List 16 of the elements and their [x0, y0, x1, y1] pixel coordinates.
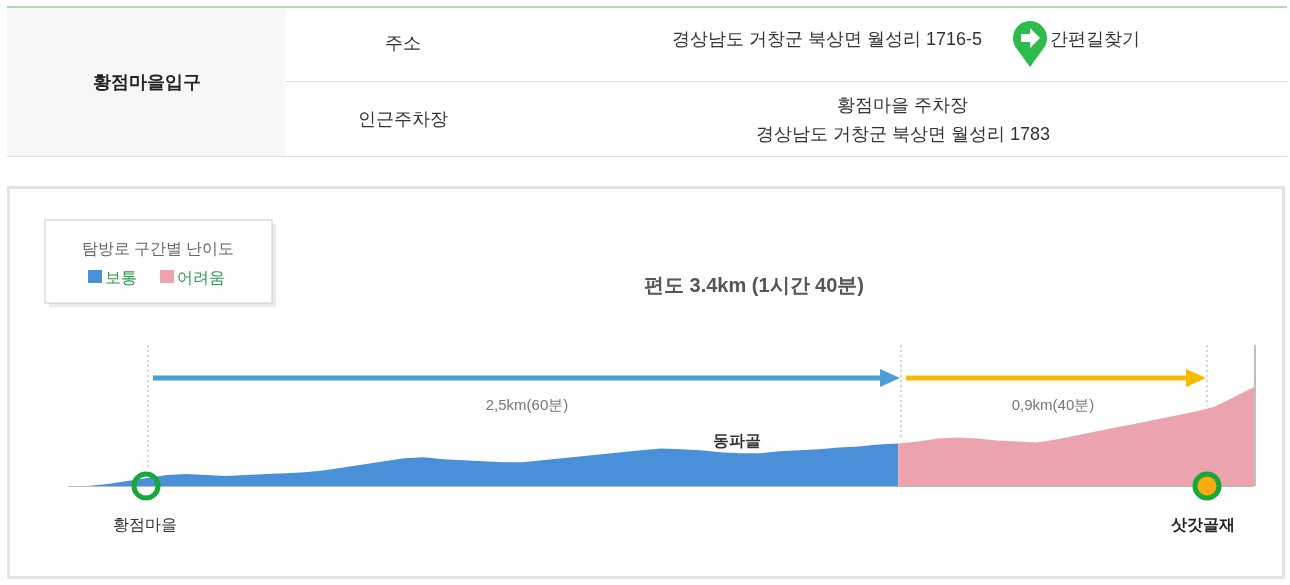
text: 황점마을입구: [93, 72, 201, 92]
text: 인근주차장: [358, 109, 448, 129]
legend-title: 탐방로 구간별 난이도: [81, 240, 235, 257]
legend-label: 어려움: [177, 269, 225, 286]
text: 주소: [385, 33, 421, 53]
text: 경상남도 거창군 북상면 월성리 1716-5: [671, 29, 983, 49]
annotation: 0,9km(40분): [1011, 396, 1095, 413]
text: 황점마을: [113, 516, 177, 533]
text: 간편길찾기: [1050, 29, 1140, 49]
text: 황점마을 주차장: [837, 95, 969, 115]
annotation: 동파골: [713, 432, 761, 449]
chart-title: 편도 3.4km (1시간 40분): [643, 274, 865, 296]
text: 삿갓골재: [1171, 516, 1235, 533]
legend-label: 보통: [105, 269, 137, 286]
annotation: 2,5km(60분): [485, 396, 569, 413]
text: 경상남도 거창군 북상면 월성리 1783: [755, 124, 1051, 144]
